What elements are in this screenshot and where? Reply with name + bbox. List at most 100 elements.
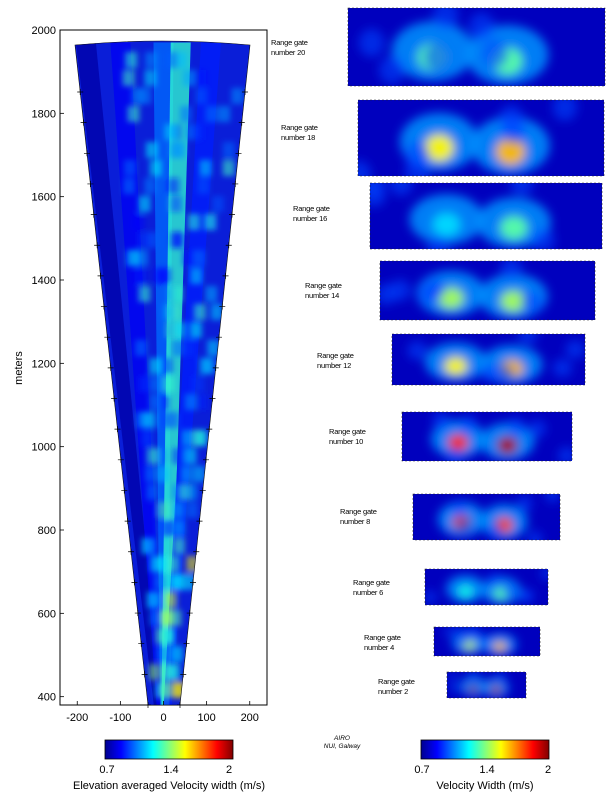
panel-speckle [466,629,478,640]
cone-marker [193,548,200,555]
cone-cell [149,610,162,626]
cone-cell [170,646,183,662]
range-gate-number: number 8 [340,517,370,526]
cone-cell [165,52,178,68]
panel-speckle [358,160,372,176]
panel-speckle [457,635,469,647]
cone-cell [197,178,210,194]
range-gate-number: number 14 [305,291,339,300]
range-gate-number: number 4 [364,643,394,652]
panel-speckle [479,363,500,382]
cone-cell [138,286,151,302]
panel-speckle [452,500,467,517]
cone-marker [186,610,193,617]
cone-cell [173,520,186,536]
panel-speckle [449,682,458,693]
cone-cell [182,70,195,86]
panel-speckle [407,341,427,360]
panel-peak [491,685,501,695]
panel-speckle [545,494,560,503]
cone-cell [163,304,176,320]
cone-cell [135,340,148,356]
panel-frame [401,411,573,462]
cone-cell [172,448,185,464]
cone-marker [190,579,197,586]
cone-cell [125,52,138,68]
panel-speckle [432,8,459,30]
range-gate-label: Range gate [271,38,308,47]
panel-speckle [380,283,398,305]
cone-cell [192,376,205,392]
cone-marker [203,456,210,463]
cone-cell [207,340,220,356]
panel-speckle [521,291,543,313]
colorbar-left-tick-max: 2 [226,764,232,776]
cone-marker [232,180,239,187]
cone-cell [195,88,208,104]
x-tick-label: -200 [66,712,88,724]
cone-marker [145,702,151,708]
panel-frame [424,568,549,606]
cone-cell [171,502,184,518]
cone-cell [212,196,225,212]
y-tick-label: 1800 [32,108,56,120]
x-tick-label: -100 [109,712,131,724]
cone-cell [194,304,207,320]
cone-cell [159,682,172,698]
cone-marker [117,456,124,463]
panel-speckle [432,412,450,430]
panel-peak [447,434,469,452]
panel-speckle [423,278,446,300]
y-tick-label: 2000 [32,25,56,37]
cone-marker [238,119,245,126]
range-gate-number: number 2 [378,687,408,696]
panel-speckle [497,672,506,682]
range-gate-number: number 16 [293,214,327,223]
x-tick-label: 200 [241,712,259,724]
range-gate-number: number 6 [353,588,383,597]
panel-peak [444,356,468,376]
panel-speckle [521,589,534,603]
cone-cell [162,628,175,644]
cone-cell [167,556,180,572]
cone-cell [127,106,140,122]
colorbar-right: 0.7 1.4 2 Velocity Width (m/s) [414,739,551,792]
cone-cell [165,592,178,608]
cone-cell [122,70,135,86]
cone-cell [204,214,217,230]
y-tick-label: 1400 [32,275,56,287]
cone-cell [218,106,231,122]
cone-cell [169,196,182,212]
cone-cell [144,466,157,482]
cone-marker [206,426,213,433]
credit-logo: AIRO NUI, Galway [324,735,361,750]
cone-marker [83,150,90,157]
cone-cell [187,214,200,230]
y-axis-label: meters [13,351,25,385]
cone-cell [222,142,235,158]
cone-cell [141,430,154,446]
colorbar-left-label: Elevation averaged Velocity width (m/s) [73,780,265,792]
panel-speckle [518,334,538,344]
y-tick-label: 400 [38,692,56,704]
cone-marker [111,395,118,402]
cone-cell [180,466,193,482]
cone-cell [167,412,180,428]
cone-cell [138,196,151,212]
cone-cell [150,592,163,608]
cone-marker [229,211,236,218]
cone-cell [169,610,182,626]
panel-speckle [528,419,546,438]
panel-speckle [404,141,430,169]
cone-marker [114,426,121,433]
colorbar-right-tick-mid: 1.4 [479,764,494,776]
cone-marker [196,518,203,525]
cone-cell [149,358,162,374]
y-tick-label: 1200 [32,358,56,370]
cone-cell [195,394,208,410]
